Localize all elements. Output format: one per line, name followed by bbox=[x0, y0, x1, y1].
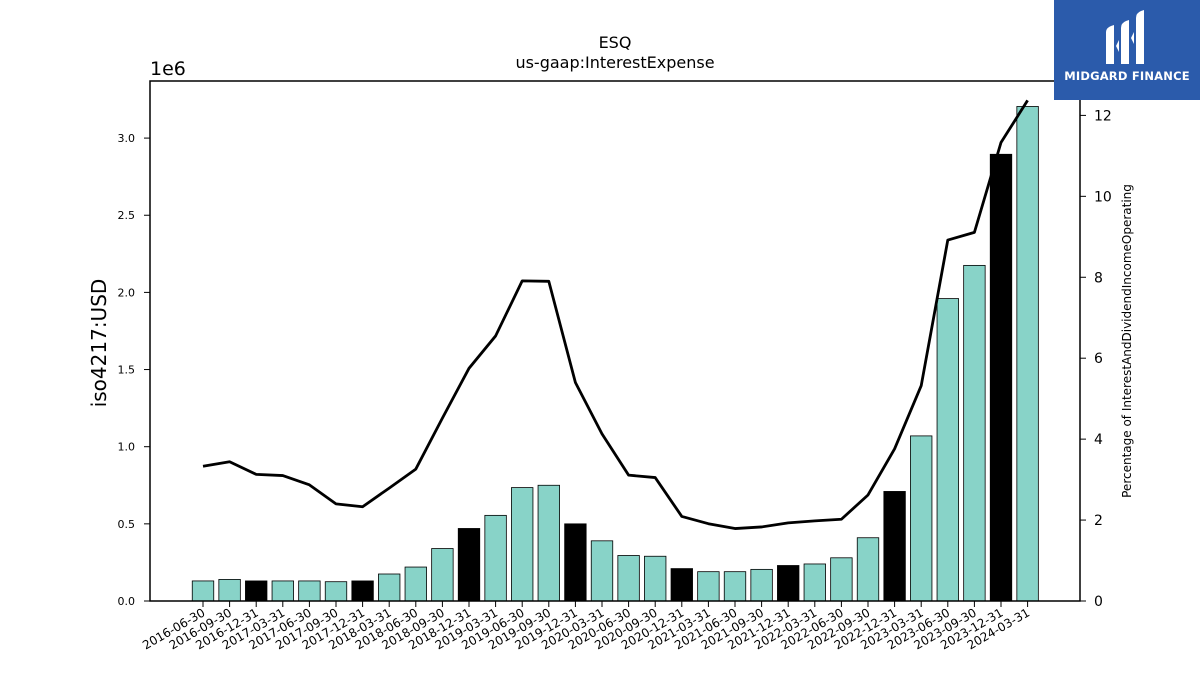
y-tick-label: 0.5 bbox=[118, 518, 136, 531]
brand-logo: MIDGARD FINANCE bbox=[1054, 0, 1200, 100]
y-tick-label: 1.0 bbox=[118, 441, 136, 454]
bar-2016-09-30 bbox=[218, 579, 241, 602]
bar-2017-06-30 bbox=[298, 580, 321, 602]
y2-tick-label: 10 bbox=[1094, 189, 1112, 205]
y-offset-label: 1e6 bbox=[150, 58, 186, 80]
bar-2017-03-31 bbox=[271, 580, 294, 602]
bar-2021-09-30 bbox=[750, 568, 773, 602]
chart-subtitle: us-gaap:InterestExpense bbox=[515, 53, 714, 72]
y-axis-label: iso4217:USD bbox=[87, 279, 111, 408]
y-tick-label: 3.0 bbox=[118, 132, 136, 145]
bar-2022-09-30 bbox=[856, 537, 880, 602]
bar-2020-06-30 bbox=[617, 555, 640, 602]
chart-title: ESQ bbox=[599, 33, 632, 52]
bar-2023-12-31 bbox=[989, 153, 1013, 602]
y2-axis-label: Percentage of InterestAndDividendIncomeO… bbox=[1120, 184, 1134, 498]
bar-2018-03-31 bbox=[378, 573, 401, 602]
bar-2019-09-30 bbox=[537, 484, 560, 602]
y-tick-label: 1.5 bbox=[118, 364, 136, 377]
brand-mark-icon bbox=[1106, 10, 1144, 64]
bar-2017-09-30 bbox=[324, 581, 348, 602]
bar-2022-03-31 bbox=[803, 563, 826, 602]
y2-tick-label: 6 bbox=[1094, 351, 1103, 367]
line-series bbox=[202, 99, 1029, 530]
bar-2022-12-31 bbox=[883, 491, 906, 602]
bar-series bbox=[191, 106, 1039, 602]
bar-2018-09-30 bbox=[431, 548, 454, 602]
brand-name: MIDGARD FINANCE bbox=[1064, 69, 1190, 83]
y2-tick-label: 8 bbox=[1094, 270, 1103, 286]
bar-2020-12-31 bbox=[670, 568, 693, 602]
bar-2021-03-31 bbox=[697, 571, 720, 602]
bar-2018-06-30 bbox=[404, 566, 427, 602]
bar-2016-06-30 bbox=[191, 580, 215, 602]
bar-2021-12-31 bbox=[777, 565, 800, 602]
bar-2022-06-30 bbox=[830, 557, 853, 602]
y-axis-ticks: 0.0 0.5 1.0 1.5 2.0 2.5 3.0 bbox=[118, 132, 150, 608]
y2-tick-label: 0 bbox=[1094, 594, 1103, 610]
bar-2019-06-30 bbox=[511, 487, 534, 602]
x-axis-ticks: 2016-06-302016-09-302016-12-312017-03-31… bbox=[140, 601, 1032, 652]
y2-axis-ticks: 0 2 4 6 8 10 12 bbox=[1080, 108, 1112, 610]
bar-2016-12-31 bbox=[245, 580, 268, 602]
y2-tick-label: 2 bbox=[1094, 513, 1103, 529]
bar-2019-03-31 bbox=[484, 514, 507, 602]
y2-tick-label: 4 bbox=[1094, 432, 1103, 448]
plot-frame bbox=[149, 80, 1081, 602]
y2-tick-label: 12 bbox=[1094, 108, 1112, 124]
y-tick-label: 2.5 bbox=[118, 209, 136, 222]
bar-2023-03-31 bbox=[910, 435, 933, 602]
bar-2020-03-31 bbox=[590, 540, 614, 602]
y-tick-label: 0.0 bbox=[118, 595, 136, 608]
bar-2020-09-30 bbox=[644, 555, 667, 602]
y-tick-label: 2.0 bbox=[118, 286, 136, 299]
bar-2018-12-31 bbox=[457, 528, 481, 602]
line-series-layer bbox=[202, 99, 1029, 530]
bar-2019-12-31 bbox=[564, 523, 587, 602]
bar-2017-12-31 bbox=[351, 580, 374, 602]
bar-2023-09-30 bbox=[963, 264, 986, 602]
bar-2024-03-31 bbox=[1016, 106, 1039, 602]
bar-2021-06-30 bbox=[723, 571, 747, 602]
bar-2023-06-30 bbox=[936, 298, 959, 602]
